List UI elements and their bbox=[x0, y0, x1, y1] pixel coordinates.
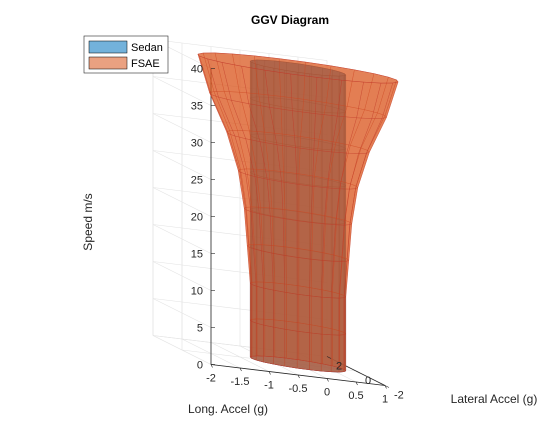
surface-patch bbox=[264, 69, 293, 111]
z-tick-label: 15 bbox=[191, 249, 203, 261]
x-tick-label: -2 bbox=[206, 373, 216, 385]
y-tick-mark bbox=[355, 370, 361, 374]
surface-patch bbox=[250, 282, 252, 322]
x-tick-label: -0.5 bbox=[289, 383, 308, 395]
surface-patch bbox=[321, 296, 332, 336]
y-tick-label: 2 bbox=[336, 361, 342, 373]
x-tick-label: 0.5 bbox=[348, 390, 363, 402]
x-axis-label: Long. Accel (g) bbox=[188, 402, 268, 416]
surface-patch bbox=[344, 295, 346, 335]
z-tick-label: 10 bbox=[191, 286, 203, 298]
x-tick-mark bbox=[239, 367, 242, 372]
y-tick-mark bbox=[326, 356, 332, 359]
z-tick-label: 40 bbox=[191, 64, 203, 76]
surface-patch bbox=[251, 321, 257, 361]
surface-patch bbox=[259, 213, 273, 254]
y-tick-label: 0 bbox=[365, 375, 371, 387]
surface-patch bbox=[251, 284, 257, 324]
legend: Sedan FSAE bbox=[83, 35, 169, 74]
surface-patch bbox=[283, 255, 298, 295]
surface-patch bbox=[261, 250, 274, 291]
surface-patch bbox=[315, 77, 342, 117]
x-tick-mark bbox=[355, 381, 358, 386]
surface-patch bbox=[309, 258, 323, 298]
grid-line bbox=[152, 261, 212, 291]
grid-line bbox=[152, 39, 328, 61]
legend-label-fsae: FSAE bbox=[131, 58, 160, 70]
surface-layer bbox=[197, 52, 399, 373]
grid-line bbox=[152, 187, 212, 217]
surface-patch bbox=[271, 252, 286, 293]
surface-patch bbox=[344, 332, 346, 372]
y-tick-label: -2 bbox=[394, 390, 404, 402]
x-tick-label: 1 bbox=[382, 394, 388, 406]
z-tick-label: 35 bbox=[191, 101, 203, 113]
surface-patch bbox=[297, 293, 310, 334]
grid-line bbox=[210, 342, 270, 372]
surface-patch bbox=[331, 297, 340, 336]
z-axis-label: Speed m/s bbox=[81, 193, 95, 250]
chart-title: GGV Diagram bbox=[251, 13, 329, 27]
legend-label-sedan: Sedan bbox=[131, 42, 163, 54]
surface-patch bbox=[296, 183, 313, 223]
x-tick-label: -1 bbox=[264, 380, 274, 392]
grid-line bbox=[152, 76, 212, 106]
x-tick-mark bbox=[268, 371, 271, 375]
x-tick-mark bbox=[297, 374, 300, 379]
x-tick-mark bbox=[326, 378, 329, 382]
x-tick-label: -1.5 bbox=[231, 376, 250, 388]
grid-line bbox=[152, 113, 212, 143]
surface-cap-top bbox=[197, 52, 399, 84]
surface-patch bbox=[284, 291, 298, 332]
surface-fsae bbox=[197, 52, 399, 373]
surface-patch bbox=[296, 257, 311, 297]
surface-patch bbox=[250, 319, 252, 359]
surface-patch bbox=[310, 222, 325, 261]
grid-line bbox=[152, 150, 212, 180]
legend-swatch-fsae bbox=[88, 56, 128, 70]
grid-line bbox=[152, 224, 212, 254]
surface-patch bbox=[256, 285, 264, 326]
z-tick-label: 25 bbox=[191, 175, 203, 187]
surface-patch bbox=[270, 215, 285, 256]
grid-line bbox=[152, 298, 212, 328]
surface-cap-bottom bbox=[249, 355, 347, 373]
z-tick-label: 5 bbox=[197, 323, 203, 335]
x-tick-mark bbox=[210, 364, 213, 368]
y-tick-mark bbox=[384, 385, 390, 388]
surface-patch bbox=[296, 220, 312, 260]
z-tick-label: 0 bbox=[197, 360, 203, 372]
z-tick-label: 30 bbox=[191, 138, 203, 150]
surface-patch bbox=[338, 297, 345, 336]
surface-patch bbox=[292, 110, 316, 151]
surface-patch bbox=[282, 218, 298, 258]
x-tick-label: 0 bbox=[324, 387, 330, 399]
x-tick-mark bbox=[384, 385, 387, 389]
surface-patch bbox=[273, 289, 285, 330]
surface-patch bbox=[290, 73, 318, 114]
surface-patch bbox=[309, 295, 322, 335]
surface-patch bbox=[263, 287, 274, 328]
z-tick-label: 20 bbox=[191, 212, 203, 224]
surface-patch bbox=[295, 147, 315, 187]
surface-patch bbox=[281, 181, 298, 221]
y-axis-label: Lateral Accel (g) bbox=[451, 392, 538, 406]
legend-swatch-sedan bbox=[88, 40, 128, 54]
grid-line bbox=[152, 335, 212, 365]
